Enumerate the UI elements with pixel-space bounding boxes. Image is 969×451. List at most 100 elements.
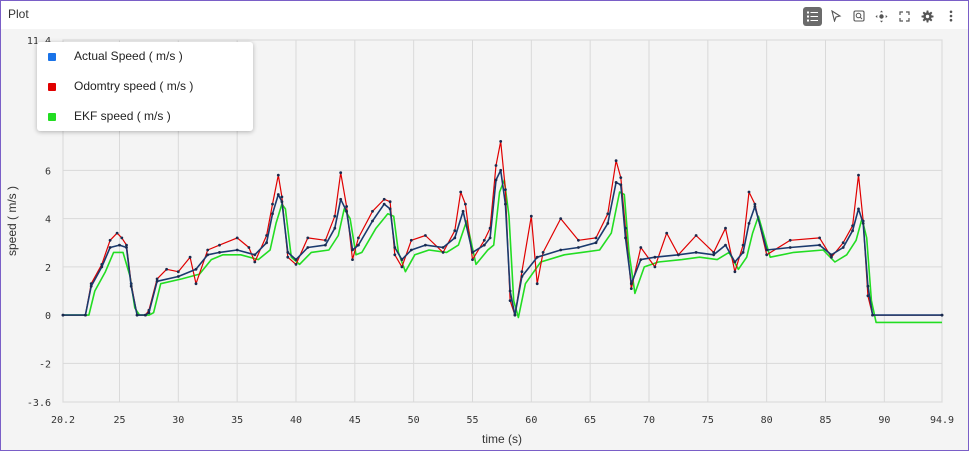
series-actual-speed-point bbox=[339, 197, 343, 201]
fullscreen-button[interactable] bbox=[895, 7, 914, 26]
series-odometry-speed-point bbox=[482, 238, 486, 242]
pan-button[interactable] bbox=[872, 7, 891, 26]
x-tick-label: 40 bbox=[290, 415, 302, 426]
legend-label: EKF speed ( m/s ) bbox=[74, 109, 171, 123]
chart-series bbox=[61, 140, 944, 324]
y-tick-label: -3.6 bbox=[27, 398, 51, 409]
series-actual-speed-point bbox=[504, 202, 507, 206]
series-actual-speed-point bbox=[84, 313, 87, 317]
legend-label: Odomtry speed ( m/s ) bbox=[74, 79, 194, 93]
series-actual-speed-point bbox=[513, 313, 517, 317]
x-tick-label: 94.9 bbox=[930, 415, 954, 426]
series-odometry-speed-point bbox=[712, 251, 716, 254]
series-actual-speed-point bbox=[747, 222, 751, 225]
series-odometry-speed-point bbox=[286, 255, 290, 259]
x-tick-label: 85 bbox=[819, 415, 831, 426]
series-actual-speed-point bbox=[841, 246, 845, 249]
series-actual-speed-point bbox=[461, 209, 465, 213]
x-tick-label: 45 bbox=[349, 415, 361, 426]
legend-item-odometry-speed[interactable]: Odomtry speed ( m/s ) bbox=[37, 78, 253, 96]
series-actual-speed-point bbox=[857, 207, 860, 211]
series-odometry-speed-point bbox=[765, 253, 769, 257]
series-actual-speed-point bbox=[144, 313, 147, 317]
series-odometry-speed-point bbox=[504, 188, 507, 192]
series-odometry-speed-point bbox=[747, 190, 751, 194]
window-title: Plot bbox=[8, 7, 29, 21]
series-actual-speed-point bbox=[306, 246, 310, 249]
series-actual-speed-point bbox=[619, 183, 623, 187]
series-actual-speed-point bbox=[753, 205, 757, 208]
pointer-icon bbox=[830, 10, 841, 22]
series-actual-speed-point bbox=[653, 255, 657, 259]
series-odometry-speed-point bbox=[508, 299, 512, 302]
series-odometry-speed-point bbox=[165, 267, 169, 271]
y-tick-label: 2 bbox=[45, 263, 51, 274]
series-actual-speed-point bbox=[388, 207, 392, 211]
legend-toggle-button[interactable] bbox=[803, 6, 822, 26]
series-odometry-speed-point bbox=[830, 255, 833, 259]
series-actual-speed-point bbox=[499, 168, 503, 172]
x-tick-label: 35 bbox=[231, 415, 243, 426]
legend-item-actual-speed[interactable]: Actual Speed ( m/s ) bbox=[37, 48, 253, 66]
series-actual-speed-point bbox=[276, 193, 280, 196]
series-actual-speed-point bbox=[357, 243, 360, 247]
x-axis-ticks: 20.2 25 30 35 40 45 50 55 60 65 70 75 80 85 90 94.9 bbox=[51, 415, 954, 426]
series-actual-speed-point bbox=[333, 226, 337, 230]
x-tick-label: 75 bbox=[702, 415, 714, 426]
series-actual-speed-point bbox=[218, 251, 221, 254]
series-odometry-speed-point bbox=[324, 238, 327, 242]
series-actual-speed-point bbox=[176, 275, 180, 278]
series-actual-speed-point bbox=[606, 222, 610, 225]
legend-swatch bbox=[48, 83, 56, 91]
chart-legend: Actual Speed ( m/s ) Odomtry speed ( m/s… bbox=[37, 42, 253, 131]
y-tick-label: 4 bbox=[45, 215, 51, 226]
series-actual-speed-point bbox=[535, 255, 539, 259]
legend-item-ekf-speed[interactable]: EKF speed ( m/s ) bbox=[37, 108, 253, 126]
series-ekf-speed-line bbox=[63, 179, 942, 324]
series-actual-speed-point bbox=[559, 248, 563, 252]
series-odometry-speed-point bbox=[453, 229, 457, 233]
series-actual-speed-point bbox=[125, 246, 128, 249]
select-button[interactable] bbox=[826, 7, 845, 26]
series-actual-speed-point bbox=[371, 219, 374, 223]
series-actual-speed-point bbox=[871, 313, 874, 317]
x-tick-label: 25 bbox=[113, 415, 125, 426]
series-actual-speed-point bbox=[194, 267, 198, 271]
x-tick-label: 55 bbox=[466, 415, 478, 426]
series-actual-speed-point bbox=[940, 313, 944, 317]
series-odometry-speed-point bbox=[120, 236, 124, 240]
y-axis-ticks: -3.6 -2 0 2 4 6 11.4 bbox=[27, 36, 51, 409]
y-tick-label: -2 bbox=[39, 359, 51, 370]
series-odometry-speed-point bbox=[108, 238, 112, 242]
series-actual-speed-point bbox=[818, 243, 821, 247]
y-axis-label: speed ( m/s ) bbox=[5, 186, 19, 256]
legend-swatch bbox=[48, 53, 56, 61]
series-odometry-speed-line bbox=[63, 140, 942, 316]
series-odometry-speed-point bbox=[471, 258, 474, 261]
series-actual-speed-point bbox=[61, 313, 65, 317]
plot-title-bar: Plot bbox=[1, 1, 968, 29]
series-odometry-speed-point bbox=[559, 217, 563, 221]
series-odometry-speed-point bbox=[409, 238, 413, 242]
series-actual-speed-point bbox=[639, 258, 643, 261]
series-odometry-speed-point bbox=[294, 263, 298, 266]
series-actual-speed-point bbox=[235, 248, 239, 252]
series-odometry-speed-point bbox=[194, 282, 198, 286]
settings-button[interactable] bbox=[918, 7, 937, 26]
series-odometry-speed-point bbox=[276, 173, 280, 177]
series-actual-speed-point bbox=[694, 251, 698, 254]
series-odometry-speed-point bbox=[371, 209, 374, 213]
more-options-button[interactable] bbox=[941, 7, 960, 26]
series-actual-speed-point bbox=[393, 246, 397, 249]
series-actual-speed-point bbox=[851, 229, 854, 233]
zoom-button[interactable] bbox=[849, 7, 868, 26]
series-actual-speed-point bbox=[280, 200, 284, 204]
series-actual-speed-point bbox=[733, 260, 737, 264]
series-actual-speed-point bbox=[147, 311, 151, 315]
series-odometry-speed-point bbox=[218, 243, 221, 247]
series-actual-speed-point bbox=[265, 241, 268, 245]
series-odometry-speed-point bbox=[393, 253, 397, 257]
plot-toolbar bbox=[803, 6, 960, 26]
y-tick-label: 6 bbox=[45, 166, 51, 177]
